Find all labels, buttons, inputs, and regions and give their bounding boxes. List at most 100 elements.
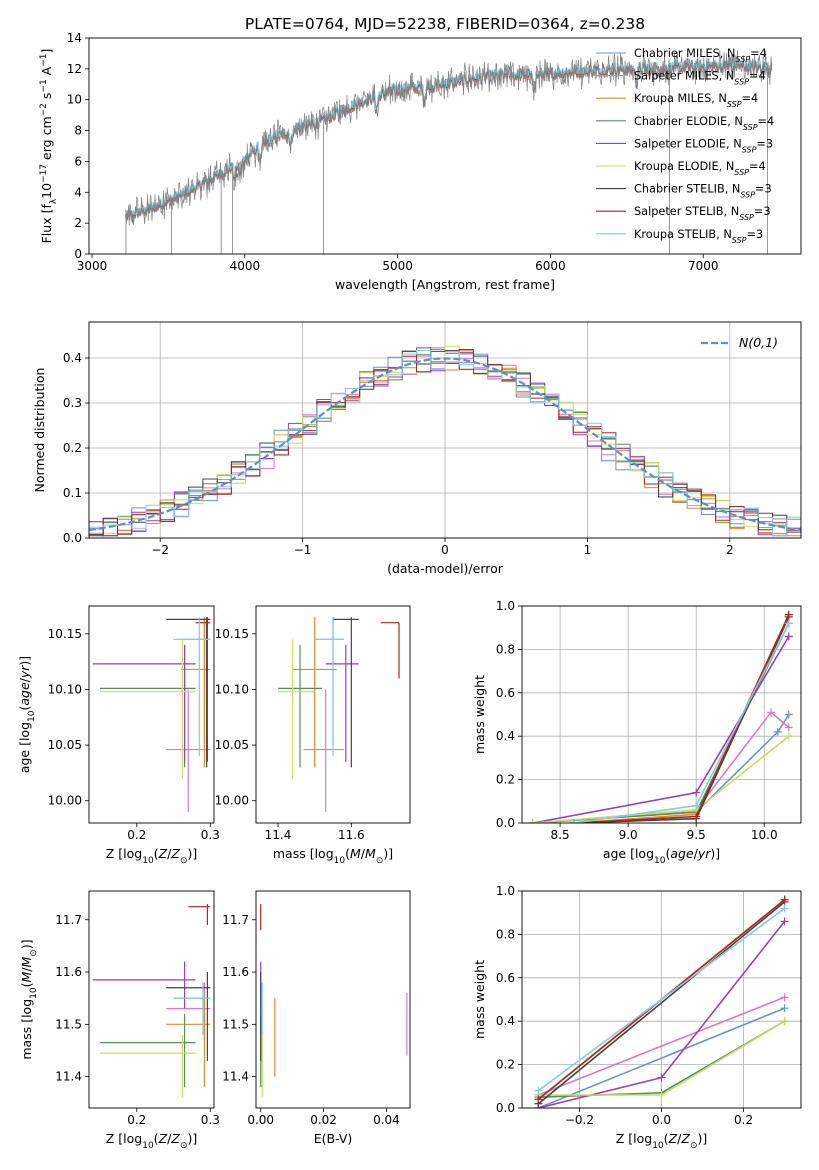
- axes-frame: [521, 605, 802, 824]
- x-tick-label: 6000: [535, 259, 566, 273]
- x-axis-label: E(B-V): [314, 1131, 353, 1146]
- y-tick-label: 10.05: [215, 738, 249, 752]
- y-axis-label: Normed distribution: [32, 368, 47, 493]
- legend-entry: Kroupa ELODIE, NSSP=4: [634, 160, 766, 177]
- y-tick-label: 1.0: [496, 599, 515, 613]
- weight-line: [538, 996, 785, 1096]
- x-tick-label: 0.2: [734, 1113, 753, 1127]
- weight-line: [537, 907, 786, 1092]
- weight-line: [573, 614, 790, 823]
- y-tick-label: 0.6: [496, 686, 515, 700]
- x-tick-label: 0.2: [127, 828, 146, 842]
- legend-entry: Chabrier MILES, NSSP=4: [634, 47, 767, 64]
- y-tick-label: 0.2: [496, 773, 515, 787]
- weight-vs-metallicity-panel: −0.2 0.0 0.2 0.0 0.2 0.4 0.6 0.8 1.0 Z [log10(Z/Z…: [472, 884, 802, 1151]
- x-axis-label: Z [log10(Z/Z⊙)]: [616, 1131, 708, 1151]
- x-axis-label: wavelength [Angstrom, rest frame]: [335, 277, 555, 292]
- y-axis-label: mass weight: [472, 675, 487, 754]
- weight-line: [537, 901, 786, 1105]
- y-tick-label: 10.10: [215, 682, 249, 696]
- y-tick-label: 11.6: [222, 965, 249, 979]
- y-tick-label: 2: [74, 216, 82, 230]
- weight-line: [532, 635, 790, 823]
- x-axis-label: age [log10(age/yr)]: [603, 846, 720, 866]
- y-tick-label: 11.7: [55, 913, 82, 927]
- x-tick-label: 10.0: [751, 828, 778, 842]
- legend-entry: Kroupa MILES, NSSP=4: [634, 92, 758, 109]
- y-axis-label: mass weight: [472, 960, 487, 1039]
- residual-histogram: [89, 349, 801, 538]
- x-tick-label: −1: [294, 543, 312, 557]
- x-tick-label: 0.3: [201, 828, 220, 842]
- y-tick-label: 0.0: [496, 1101, 515, 1115]
- weight-line: [532, 623, 790, 823]
- x-tick-label: 11.6: [338, 828, 365, 842]
- y-tick-label: 0.0: [496, 816, 515, 830]
- y-tick-label: 12: [67, 62, 82, 76]
- y-axis-label: mass [log10(M/M⊙)]: [19, 939, 39, 1059]
- legend-entry: Chabrier STELIB, NSSP=3: [634, 183, 772, 200]
- y-tick-label: 0.2: [63, 441, 82, 455]
- y-tick-label: 14: [67, 31, 82, 45]
- mass-vs-ebv-panel: 0.00 0.02 0.04 11.4 11.5 11.6 11.7 E(B-V): [222, 890, 411, 1146]
- spectrum-panel: 3000 4000 5000 6000 7000 0 2 4 6 8 10 12 14 wavelengt…: [39, 31, 802, 292]
- y-tick-label: 8: [74, 124, 82, 138]
- y-tick-label: 0.8: [496, 927, 515, 941]
- x-tick-label: 0: [441, 543, 449, 557]
- axes-frame: [88, 890, 215, 1109]
- weight-vs-age-panel: 8.5 9.0 9.5 10.0 0.0 0.2 0.4 0.6 0.8 1.0 age [log1…: [472, 599, 802, 866]
- weight-line: [573, 623, 790, 823]
- x-tick-label: −2: [151, 543, 169, 557]
- y-tick-label: 0.0: [63, 531, 82, 545]
- y-tick-label: 11.5: [55, 1017, 82, 1031]
- y-tick-label: 0.8: [496, 642, 515, 656]
- y-tick-label: 0.4: [496, 1014, 515, 1028]
- y-tick-label: 10: [67, 93, 82, 107]
- axes-frame: [255, 890, 411, 1109]
- residuals-panel: −2 −1 0 1 2 0.0 0.1 0.2 0.3 0.4 (data-model)/error…: [32, 321, 802, 576]
- age-vs-mass-panel: 11.4 11.6 10.00 10.05 10.10 10.15 mass [log10(…: [215, 605, 411, 866]
- x-tick-label: 9.0: [619, 828, 638, 842]
- axes-frame: [88, 321, 802, 539]
- y-tick-label: 11.7: [222, 913, 249, 927]
- axes-frame: [88, 605, 215, 824]
- legend-entry: N(0,1): [739, 335, 778, 350]
- x-tick-label: 5000: [382, 259, 413, 273]
- x-tick-label: 1: [584, 543, 592, 557]
- y-tick-label: 11.6: [55, 965, 82, 979]
- y-axis-label: Flux [fλ10−17 erg cm−2 s−1 A−1]: [39, 49, 59, 244]
- legend-entry: Salpeter ELODIE, NSSP=3: [634, 137, 773, 154]
- y-tick-label: 1.0: [496, 884, 515, 898]
- y-tick-label: 11.5: [222, 1017, 249, 1031]
- x-tick-label: 8.5: [551, 828, 570, 842]
- axes-frame: [88, 37, 802, 255]
- y-tick-label: 6: [74, 154, 82, 168]
- normal-curve: [89, 357, 801, 532]
- y-tick-label: 10.15: [215, 627, 249, 641]
- legend-entry: Salpeter STELIB, NSSP=3: [634, 205, 771, 222]
- weight-line: [573, 614, 790, 823]
- y-tick-label: 0.4: [63, 351, 82, 365]
- y-tick-label: 4: [74, 185, 82, 199]
- weight-line: [538, 1007, 785, 1108]
- x-axis-label: mass [log10(M/M⊙)]: [273, 846, 393, 866]
- x-tick-label: 0.3: [201, 1113, 220, 1127]
- y-tick-label: 10.15: [48, 627, 82, 641]
- figure-title: PLATE=0764, MJD=52238, FIBERID=0364, z=0…: [245, 15, 645, 33]
- y-tick-label: 10.10: [48, 682, 82, 696]
- x-tick-label: 0.0: [652, 1113, 671, 1127]
- y-tick-label: 0.1: [63, 486, 82, 500]
- x-tick-label: 2: [726, 543, 734, 557]
- y-tick-label: 0.4: [496, 729, 515, 743]
- y-tick-label: 0.3: [63, 396, 82, 410]
- y-tick-label: 11.4: [222, 1070, 249, 1084]
- age-vs-metallicity-panel: 0.2 0.3 10.00 10.05 10.10 10.15 Z [log10(Z/Z⊙)…: [17, 605, 220, 866]
- weight-line: [532, 714, 790, 823]
- spectrum-data-line: [125, 49, 773, 226]
- legend-entry: Salpeter MILES, NSSP=4: [634, 70, 766, 87]
- legend-entry: Chabrier ELODIE, NSSP=4: [634, 115, 774, 132]
- x-tick-label: 0.00: [247, 1113, 274, 1127]
- x-axis-label: (data-model)/error: [387, 561, 504, 576]
- x-tick-label: −0.2: [565, 1113, 594, 1127]
